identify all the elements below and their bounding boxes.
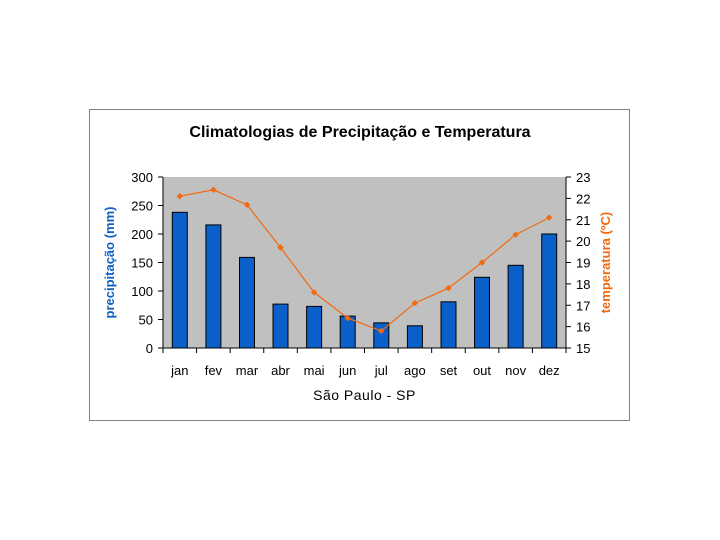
bar-out [474,276,490,349]
y-left-tick-label: 50 [139,313,153,328]
temperature-point-jan [176,193,183,200]
bar-jan [171,211,188,349]
x-tick-label: mar [236,363,259,378]
bars-layer [171,211,558,349]
bar-ago [406,325,423,349]
y-right-tick-label: 20 [576,234,590,249]
temperature-point-mar [243,201,251,208]
axes-layer [158,176,571,353]
chart-title: Climatologias de Precipitação e Temperat… [189,124,530,141]
plot-area [163,177,566,348]
temperature-point-jun [344,314,351,322]
x-tick-label: ago [404,363,426,378]
x-tick-label: nov [505,363,526,378]
temperature-line [179,189,550,332]
y-axis-left-label: precipitação (mm) [102,207,117,319]
temperature-point-abr [277,244,284,251]
chart-svg: Climatologias de Precipitação e Temperat… [102,124,613,403]
y-right-tick-label: 19 [576,256,590,271]
y-right-tick-label: 22 [576,191,590,206]
bar-abr [272,303,289,349]
y-right-tick-label: 17 [576,298,590,313]
temperature-point-set [445,284,452,292]
bar-fev [205,224,222,349]
x-tick-label: jun [338,363,356,378]
y-left-tick-label: 300 [131,170,153,185]
y-left-tick-label: 100 [131,284,153,299]
chart-frame: Climatologias de Precipitação e Temperat… [89,109,630,421]
bar-mai [306,305,323,349]
y-right-tick-label: 18 [576,277,590,292]
ticks-layer: jan fev mar abr mai jun jul ago set out nov dez 0 50 1… [131,170,590,378]
x-tick-label: dez [539,363,560,378]
temperature-point-nov [512,231,519,238]
x-tick-label: mai [304,363,325,378]
y-right-tick-label: 15 [576,341,590,356]
temperature-point-fev [210,186,217,193]
temperature-point-out [478,259,486,266]
bar-nov [507,264,524,349]
x-tick-label: out [473,363,491,378]
y-left-tick-label: 200 [131,227,153,242]
bar-set [440,301,457,349]
x-tick-label: set [440,363,458,378]
y-left-tick-label: 250 [131,199,153,214]
y-right-tick-label: 21 [576,213,590,228]
x-tick-label: fev [205,363,223,378]
y-left-tick-label: 150 [131,256,153,271]
x-tick-label: abr [271,363,290,378]
x-axis-title: São Paulo - SP [313,387,416,403]
x-tick-label: jan [170,363,188,378]
bar-mar [239,256,255,349]
bar-dez [541,233,558,349]
y-right-tick-label: 23 [576,170,590,185]
y-right-tick-label: 16 [576,320,590,335]
x-tick-label: jul [374,363,388,378]
temperature-point-mai [310,289,318,296]
y-axis-right-label: temperatura (ºC) [598,212,613,314]
temperature-point-jul [378,327,385,335]
temperature-point-ago [411,299,419,307]
y-left-tick-label: 0 [146,341,153,356]
